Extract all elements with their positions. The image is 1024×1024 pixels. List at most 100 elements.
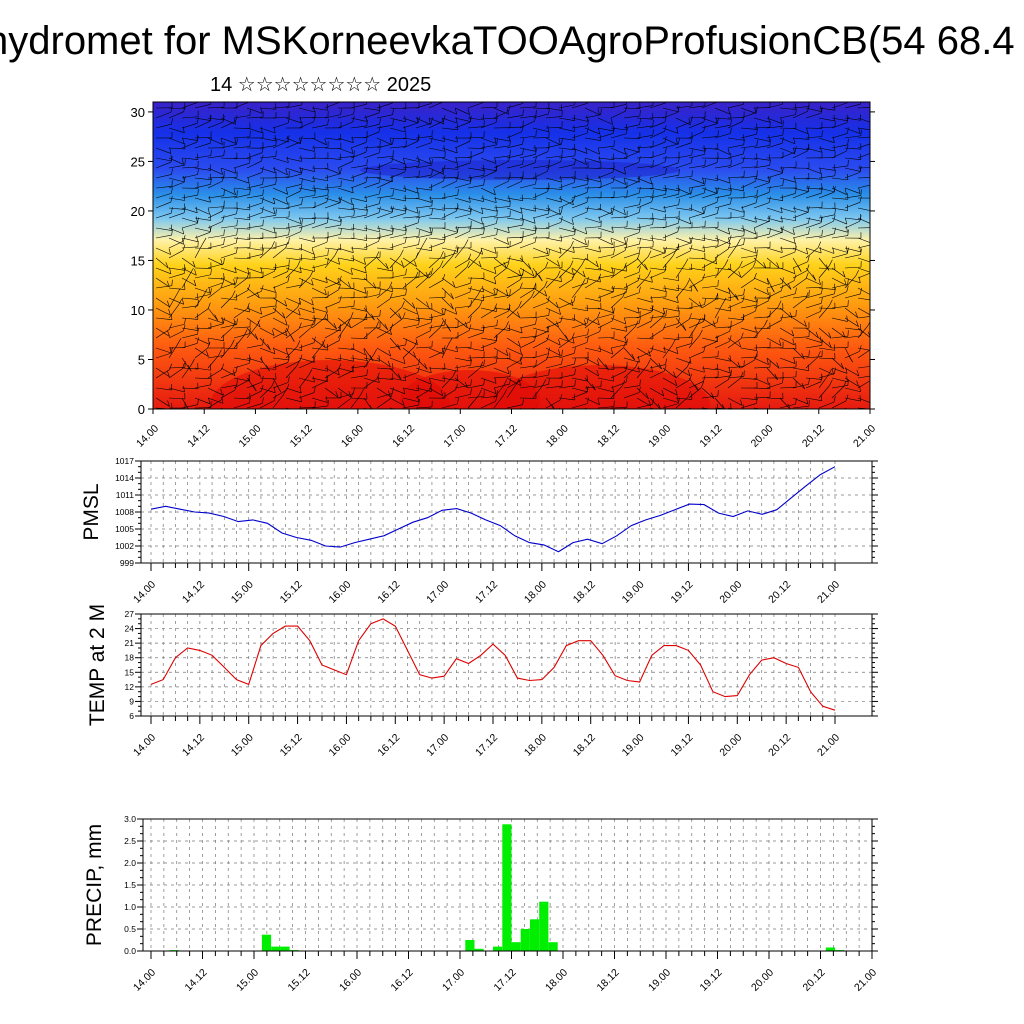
wind-barb-flag (586, 276, 589, 283)
wind-barb-shaft (571, 334, 588, 339)
wind-barb-shaft (532, 353, 549, 359)
wind-barb-flag (855, 269, 859, 277)
wind-barb-flag (366, 159, 368, 166)
wind-barb-flag (547, 204, 550, 211)
wind-barb-shaft (506, 115, 523, 119)
wind-barb-shaft (519, 120, 535, 129)
wind-barb-shaft (441, 389, 456, 399)
wind-barb-flag (859, 395, 861, 402)
wind-barb-shaft (675, 396, 689, 409)
wind-barb-shaft (467, 184, 484, 189)
wind-barb-flag (557, 260, 560, 267)
wind-barb-shaft (480, 247, 497, 254)
wind-barb-flag (196, 324, 199, 331)
wind-barb-shaft (805, 277, 821, 285)
wind-barb-shaft (428, 147, 445, 152)
wind-barb-shaft (168, 287, 185, 290)
wind-barb-shaft (506, 357, 522, 365)
wind-barb-shaft (389, 255, 401, 269)
wind-barb-shaft (610, 386, 623, 399)
wind-barb-shaft (493, 347, 509, 356)
wind-barb-shaft (363, 152, 380, 159)
wind-barb-shaft (701, 192, 718, 199)
wind-barb-shaft (766, 232, 783, 239)
wind-barb-shaft (246, 247, 263, 251)
wind-barb-flag (793, 137, 796, 144)
wind-barb-flag (314, 189, 316, 196)
wind-barb-shaft (298, 377, 315, 383)
wind-barb-flag (339, 102, 341, 103)
wind-barb-shaft (454, 317, 468, 329)
wind-barb-shaft (194, 155, 211, 159)
wind-barb-flag (663, 323, 666, 330)
wind-barb-flag (233, 410, 235, 416)
wind-barb-flag (597, 148, 601, 155)
y-tick-label: 15 (131, 253, 145, 268)
wind-barb-shaft (701, 147, 718, 150)
wind-barb-flag (235, 246, 238, 254)
wind-barb-flag (261, 154, 264, 162)
wind-barb-flag (586, 186, 589, 193)
wind-barb-flag (352, 155, 355, 162)
wind-barb-shaft (441, 232, 458, 239)
wind-barb-shaft (792, 150, 808, 159)
wind-barb-shaft (376, 298, 391, 309)
wind-barb-flag (273, 394, 277, 401)
wind-barb-shaft (779, 207, 796, 213)
wind-barb-flag (220, 258, 223, 266)
wind-barb-shaft (415, 357, 428, 370)
wind-barb-flag (860, 248, 862, 255)
wind-barb-shaft (766, 257, 780, 269)
wind-barb-shaft (194, 177, 211, 180)
wind-barb-shaft (727, 377, 741, 389)
wind-barb-shaft (233, 377, 250, 382)
wind-barb-shaft (857, 153, 870, 159)
wind-barb-flag (171, 384, 173, 391)
wind-barb-flag (586, 206, 589, 213)
wind-barb-flag (727, 148, 730, 155)
wind-barb-shaft (831, 327, 846, 338)
wind-barb-shaft (636, 403, 653, 409)
wind-barb-flag (699, 301, 703, 308)
wind-barb-shaft (597, 397, 615, 399)
wind-barb-flag (874, 178, 875, 184)
wind-barb-shaft (363, 203, 380, 209)
wind-barb-flag (874, 370, 875, 376)
wind-barb-shaft (675, 187, 691, 195)
wind-barb-shaft (155, 193, 172, 199)
wind-barb-flag (672, 338, 676, 346)
wind-barb-shaft (519, 267, 534, 277)
wind-barb-shaft (558, 353, 575, 359)
wind-barb-flag (699, 329, 703, 336)
wind-barb-shaft (233, 207, 250, 211)
wind-barb-shaft (428, 242, 445, 249)
wind-barb-shaft (831, 165, 848, 169)
wind-barb-flag (236, 228, 238, 236)
precip-bar (493, 946, 503, 951)
wind-barb-shaft (233, 217, 250, 221)
wind-barb-flag (664, 206, 666, 213)
wind-barb-shaft (350, 347, 366, 356)
wind-barb-shaft (441, 157, 458, 164)
wind-barb-shaft (155, 277, 170, 288)
wind-barb-flag (846, 145, 849, 152)
wind-barb-shaft (740, 227, 756, 235)
wind-barb-shaft (246, 202, 263, 209)
wind-barb-shaft (402, 257, 417, 267)
wind-barb-shaft (805, 407, 808, 409)
wind-barb-flag (715, 257, 718, 265)
wind-barb-shaft (831, 144, 848, 149)
wind-barb-flag (782, 277, 784, 284)
wind-barb-shaft (714, 297, 731, 301)
wind-barb-flag (535, 227, 537, 234)
wind-barb-shaft (857, 397, 870, 403)
wind-barb-shaft (792, 233, 809, 239)
wind-barb-shaft (285, 231, 301, 239)
wind-barb-flag (401, 399, 405, 406)
wind-barb-shaft (818, 305, 830, 319)
wind-barb-flag (828, 341, 832, 349)
wind-barb-flag (548, 309, 550, 316)
wind-barb-flag (296, 340, 301, 347)
wind-barb-shaft (363, 146, 380, 149)
wind-barb-flag (690, 244, 693, 251)
